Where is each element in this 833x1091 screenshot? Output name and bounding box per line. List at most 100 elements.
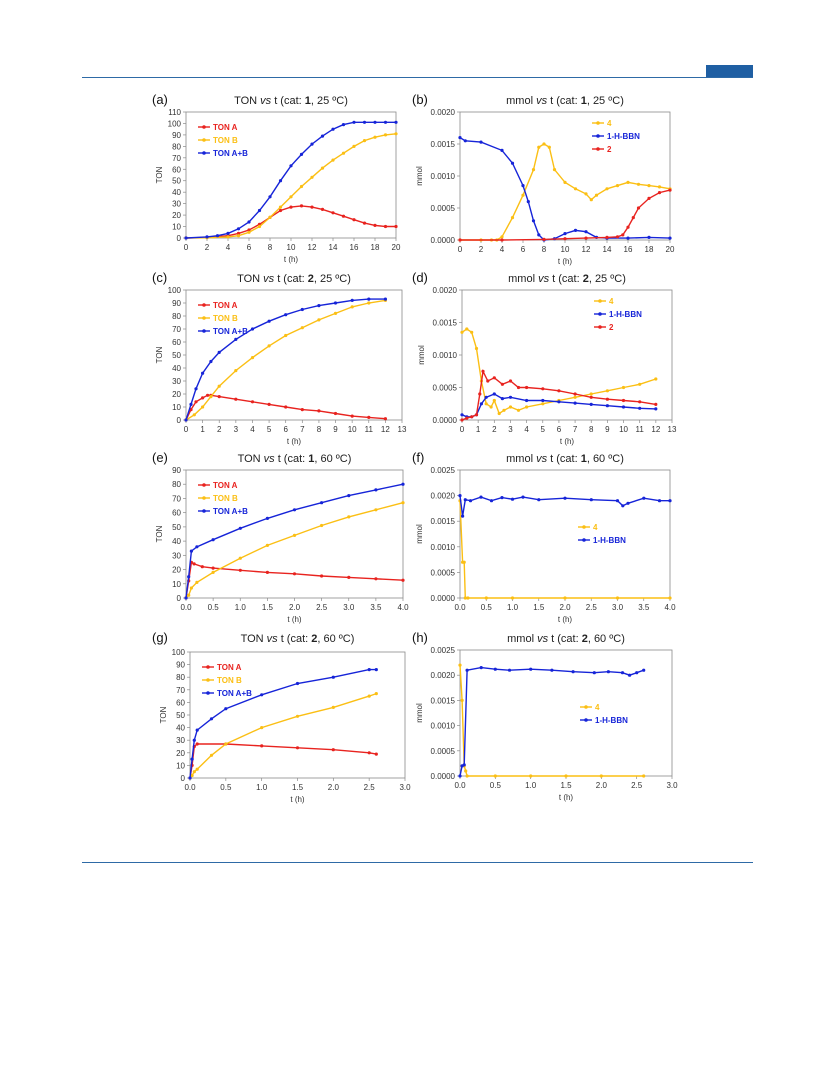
x-tick-label: 7 bbox=[300, 425, 305, 434]
title-part: vs bbox=[260, 95, 272, 107]
series-line bbox=[460, 143, 671, 241]
x-tick-label: 6 bbox=[283, 425, 288, 434]
x-tick-label: 0 bbox=[184, 425, 189, 434]
panel-letter: (g) bbox=[152, 630, 168, 645]
series-line bbox=[459, 666, 644, 777]
x-tick-label: 0 bbox=[458, 245, 463, 254]
data-point bbox=[217, 384, 221, 388]
x-tick-label: 1.5 bbox=[533, 603, 545, 612]
legend-label: 2 bbox=[607, 145, 612, 154]
legend: 4 1-H-BBN bbox=[580, 703, 628, 725]
series-1-h-bbn bbox=[460, 392, 658, 419]
data-point bbox=[589, 498, 593, 502]
data-point bbox=[638, 400, 642, 404]
x-tick-label: 1 bbox=[200, 425, 205, 434]
data-point bbox=[383, 297, 387, 301]
data-point bbox=[615, 235, 620, 239]
data-point bbox=[247, 220, 251, 224]
data-point bbox=[541, 402, 545, 406]
data-point bbox=[621, 233, 625, 237]
data-point bbox=[573, 187, 578, 191]
y-tick-label: 60 bbox=[172, 165, 181, 174]
data-point bbox=[497, 411, 501, 416]
y-tick-label: 60 bbox=[176, 698, 185, 707]
title-part: vs bbox=[538, 273, 550, 285]
data-point bbox=[657, 499, 662, 503]
data-point bbox=[209, 395, 213, 399]
y-tick-label: 30 bbox=[172, 377, 181, 386]
data-point bbox=[563, 180, 567, 184]
chart-svg: (d) mmol vs t (cat: 2, 25 ºC)0 1 2 3 4 5 6 7 8 9 10… bbox=[412, 270, 677, 446]
data-point bbox=[493, 667, 497, 671]
legend-label: TON B bbox=[213, 136, 238, 145]
data-point bbox=[621, 405, 626, 409]
x-tick-label: 11 bbox=[365, 425, 374, 434]
title-part: mmol bbox=[507, 633, 537, 645]
data-point bbox=[257, 208, 262, 213]
x-tick-label: 1.5 bbox=[292, 783, 304, 792]
legend-marker bbox=[584, 718, 588, 722]
x-tick-label: 10 bbox=[561, 245, 570, 254]
data-point bbox=[589, 395, 593, 399]
data-point bbox=[516, 408, 521, 412]
series-2 bbox=[460, 368, 658, 422]
data-point bbox=[320, 134, 325, 138]
data-point bbox=[589, 392, 593, 396]
data-point bbox=[464, 769, 468, 773]
data-point bbox=[215, 234, 220, 238]
data-point bbox=[341, 214, 346, 218]
y-axis-label: TON bbox=[155, 166, 164, 183]
panel-letter: (a) bbox=[152, 92, 168, 107]
chart-svg: (f) mmol vs t (cat: 1, 60 ºC) 0.0 0.5 1.0 1.5… bbox=[412, 450, 676, 624]
data-point bbox=[284, 405, 288, 409]
data-point bbox=[187, 593, 191, 597]
data-point bbox=[521, 184, 525, 188]
data-point bbox=[289, 195, 293, 199]
data-point bbox=[189, 586, 193, 590]
chart-panel-a: (a) TON vs t (cat: 1, 25 ºC) 0 2 4 6 8 10 12 14 16… bbox=[150, 90, 410, 270]
series-line bbox=[459, 665, 644, 777]
data-point bbox=[521, 495, 525, 499]
data-point bbox=[383, 224, 388, 229]
legend-label: 1-H-BBN bbox=[595, 716, 628, 725]
data-point bbox=[500, 148, 504, 152]
y-tick-label: 100 bbox=[172, 648, 186, 657]
data-point bbox=[605, 404, 609, 408]
data-point bbox=[605, 397, 609, 401]
legend: TON A TON B TON A+B bbox=[198, 301, 248, 336]
data-point bbox=[468, 499, 473, 503]
data-point bbox=[195, 580, 199, 584]
data-point bbox=[547, 145, 551, 149]
legend-label: 4 bbox=[593, 523, 598, 532]
data-point bbox=[484, 402, 488, 406]
title-part: 2 bbox=[308, 273, 314, 285]
data-point bbox=[317, 304, 321, 308]
data-point bbox=[189, 402, 193, 406]
series-line bbox=[189, 668, 377, 779]
legend-label: TON A+B bbox=[213, 507, 248, 516]
data-point bbox=[299, 204, 304, 208]
x-tick-label: 1.0 bbox=[525, 781, 537, 790]
chart-title: mmol vs t (cat: 1, 25 ºC) bbox=[506, 95, 624, 107]
series-ton-a bbox=[184, 560, 405, 600]
data-point bbox=[599, 774, 603, 778]
title-part: 2 bbox=[311, 633, 317, 645]
data-point bbox=[531, 219, 536, 223]
data-point bbox=[347, 494, 351, 498]
x-tick-label: 14 bbox=[329, 243, 338, 252]
x-tick-label: 12 bbox=[651, 425, 660, 434]
series-line bbox=[189, 743, 377, 779]
data-point bbox=[484, 596, 488, 600]
series-ton-a bbox=[184, 393, 387, 422]
data-point bbox=[209, 717, 214, 721]
x-tick-label: 0.0 bbox=[454, 603, 466, 612]
title-part: vs bbox=[536, 453, 548, 465]
data-point bbox=[257, 224, 262, 229]
data-point bbox=[510, 216, 515, 220]
x-tick-label: 10 bbox=[287, 243, 296, 252]
x-tick-label: 2.5 bbox=[316, 603, 328, 612]
y-tick-label: 0.0015 bbox=[431, 517, 456, 526]
legend: 4 1-H-BBN bbox=[578, 523, 626, 545]
data-point bbox=[573, 392, 577, 396]
data-point bbox=[247, 230, 251, 234]
